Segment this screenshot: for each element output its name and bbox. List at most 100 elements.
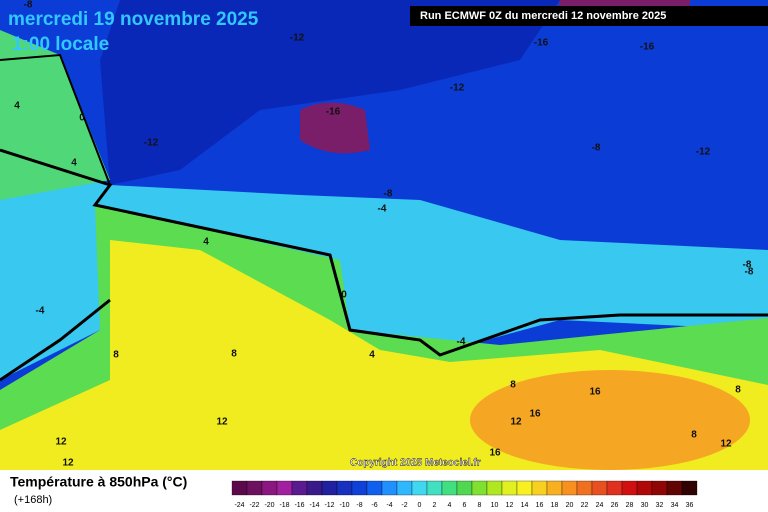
scale-label: -8 <box>356 502 362 509</box>
scale-swatch <box>681 480 698 496</box>
scale-swatch <box>366 480 383 496</box>
contour-label: -12 <box>450 83 465 94</box>
scale-swatch <box>621 480 638 496</box>
scale-label: 18 <box>551 502 559 509</box>
zero-isotherm <box>0 53 111 186</box>
scale-label: -4 <box>386 502 392 509</box>
forecast-lead: (+168h) <box>14 494 52 506</box>
scale-swatch <box>321 480 338 496</box>
scale-label: 30 <box>641 502 649 509</box>
scale-swatch <box>546 480 563 496</box>
time: 1:00 locale <box>12 34 109 55</box>
contour-label: -4 <box>457 337 466 348</box>
contour-label: 8 <box>113 350 119 361</box>
contour-label: -12 <box>696 147 711 158</box>
contour-label: 12 <box>62 458 74 469</box>
scale-swatch <box>456 480 473 496</box>
scale-label: 10 <box>491 502 499 509</box>
scale-label: 2 <box>433 502 437 509</box>
contour-label: 16 <box>589 387 601 398</box>
scale-swatch <box>531 480 548 496</box>
scale-swatch <box>636 480 653 496</box>
contour-label: 12 <box>720 439 732 450</box>
contour-label: -16 <box>326 107 341 118</box>
copyright: Copyright 2025 Meteociel.fr <box>350 458 481 469</box>
contour-label: 8 <box>735 385 741 396</box>
scale-label: 22 <box>581 502 589 509</box>
contour-label: 12 <box>510 417 522 428</box>
contour-label: -8 <box>384 189 393 200</box>
zero-isotherm <box>0 148 768 357</box>
scale-label: 24 <box>596 502 604 509</box>
scale-label: 0 <box>418 502 422 509</box>
scale-swatch <box>666 480 683 496</box>
contour-labels: -8 -12 -16 -16 -12 -16 -12 -8 -12 4 0 4 -8 -4 4 0 -4 -4 -8… <box>14 0 754 469</box>
scale-label: -2 <box>401 502 407 509</box>
contour-label: -16 <box>640 42 655 53</box>
scale-swatch <box>306 480 323 496</box>
contour-label: -12 <box>290 33 305 44</box>
contour-label: 4 <box>71 158 77 169</box>
scale-swatch <box>381 480 398 496</box>
hot-area <box>470 370 750 470</box>
contour-label: 4 <box>14 101 20 112</box>
contour-label: -12 <box>144 138 159 149</box>
contour-label: -4 <box>36 306 45 317</box>
scale-label: 20 <box>566 502 574 509</box>
scale-label: -18 <box>279 502 289 509</box>
contour-label: 0 <box>79 113 85 124</box>
scale-swatch <box>591 480 608 496</box>
scale-label: 34 <box>671 502 679 509</box>
contour-label: -4 <box>378 204 387 215</box>
contour-label: 8 <box>231 349 237 360</box>
scale-label: 32 <box>656 502 664 509</box>
color-scale: -24 -22 -20 -18 -16 -14 -12 -10 -8 -6 -4 -2 0 2 4 6 8 10 1… <box>231 480 698 509</box>
scale-swatch <box>396 480 413 496</box>
very-cold-area <box>100 0 560 185</box>
contour-label: -8 <box>743 260 752 271</box>
map <box>0 0 768 470</box>
legend-title: Température à 850hPa (°C) <box>10 474 187 490</box>
scale-swatch <box>336 480 353 496</box>
scale-label: -24 <box>234 502 244 509</box>
scale-label: -16 <box>294 502 304 509</box>
scale-swatch <box>471 480 488 496</box>
scale-label: 36 <box>686 502 694 509</box>
scale-label: -22 <box>249 502 259 509</box>
scale-swatch <box>576 480 593 496</box>
scale-swatch <box>351 480 368 496</box>
contour-label: 16 <box>489 448 501 459</box>
run-banner <box>410 6 768 26</box>
contour-label: 4 <box>203 237 209 248</box>
cold-core <box>300 102 370 154</box>
contour-label: 12 <box>55 437 67 448</box>
scale-swatch <box>441 480 458 496</box>
run-info: Run ECMWF 0Z du mercredi 12 novembre 202… <box>420 10 666 22</box>
scale-label: -10 <box>339 502 349 509</box>
contour-label: -8 <box>24 0 33 11</box>
scale-swatch <box>606 480 623 496</box>
scale-label: 12 <box>506 502 514 509</box>
scale-label: 14 <box>521 502 529 509</box>
scale-swatch <box>411 480 428 496</box>
scale-label: -6 <box>371 502 377 509</box>
scale-label: -12 <box>324 502 334 509</box>
scale-swatch <box>516 480 533 496</box>
scale-swatch <box>276 480 293 496</box>
scale-swatch <box>486 480 503 496</box>
scale-label: -20 <box>264 502 274 509</box>
scale-label: 28 <box>626 502 634 509</box>
scale-label: 6 <box>463 502 467 509</box>
contour-label: -16 <box>534 38 549 49</box>
date: mercredi 19 novembre 2025 <box>8 9 259 30</box>
contour-label: 4 <box>369 350 375 361</box>
scale-swatch <box>651 480 668 496</box>
contour-label: -8 <box>592 143 601 154</box>
scale-label: 16 <box>536 502 544 509</box>
contour-label: -8 <box>745 267 754 278</box>
contour-label: 8 <box>691 430 697 441</box>
contour-label: 0 <box>341 290 347 301</box>
zero-isotherm <box>0 298 111 382</box>
scale-swatch <box>561 480 578 496</box>
